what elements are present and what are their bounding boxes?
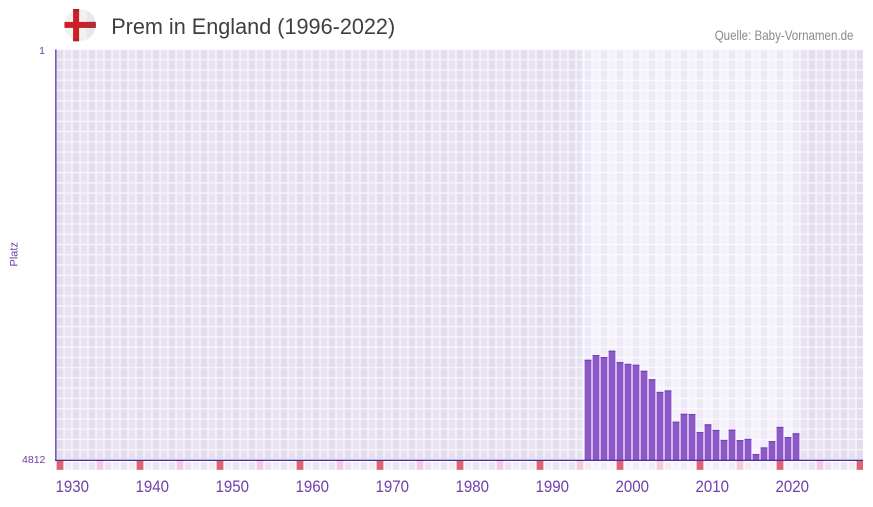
svg-text:Prem in England (1996-2022): Prem in England (1996-2022) bbox=[111, 14, 395, 39]
svg-text:1960: 1960 bbox=[296, 477, 330, 496]
svg-text:1930: 1930 bbox=[56, 477, 90, 496]
svg-text:1990: 1990 bbox=[536, 477, 570, 496]
svg-text:2020: 2020 bbox=[776, 477, 810, 496]
svg-text:1970: 1970 bbox=[376, 477, 410, 496]
svg-text:1: 1 bbox=[39, 45, 45, 57]
svg-text:1950: 1950 bbox=[216, 477, 250, 496]
svg-text:4812: 4812 bbox=[22, 454, 46, 466]
svg-text:Platz: Platz bbox=[9, 242, 21, 266]
svg-text:2000: 2000 bbox=[616, 477, 650, 496]
svg-text:1980: 1980 bbox=[456, 477, 490, 496]
svg-text:2010: 2010 bbox=[696, 477, 730, 496]
svg-text:1940: 1940 bbox=[136, 477, 170, 496]
svg-text:Quelle: Baby-Vornamen.de: Quelle: Baby-Vornamen.de bbox=[715, 27, 854, 43]
